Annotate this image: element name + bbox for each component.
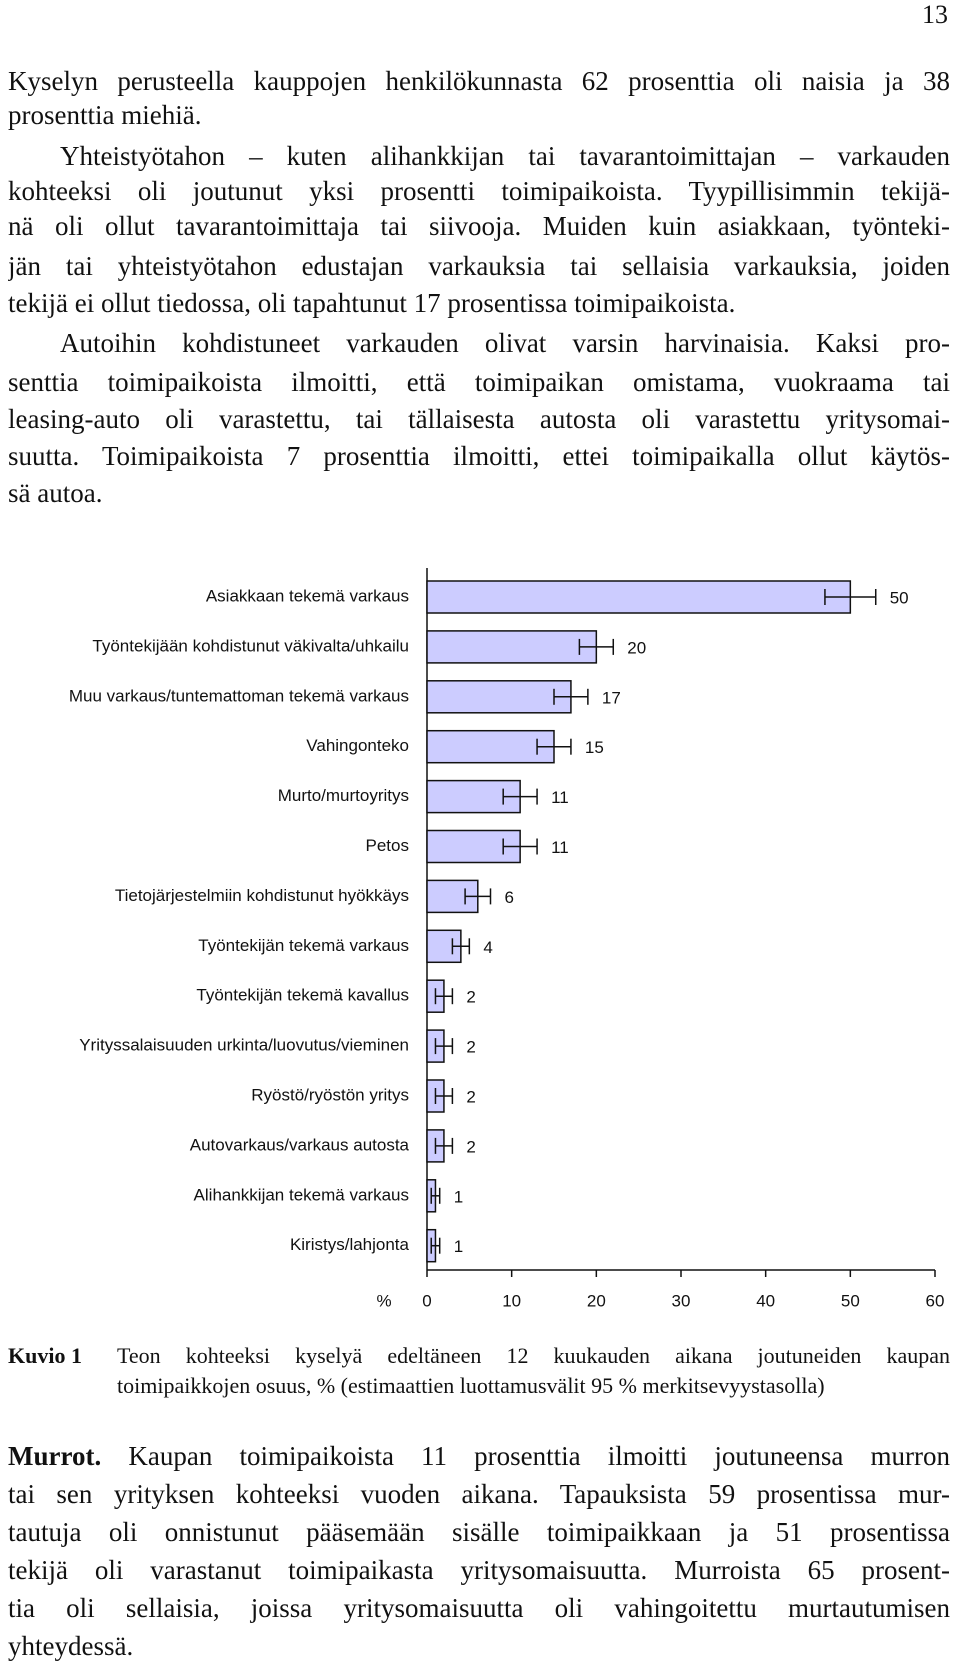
text-line: Murrot. Kaupan toimipaikoista 11 prosent… xyxy=(8,1437,950,1475)
value-label: 2 xyxy=(466,988,475,1007)
text-line: leasing-auto oli varastettu, tai tällais… xyxy=(8,404,950,434)
x-tick-label: 20 xyxy=(587,1291,606,1310)
bar xyxy=(426,630,598,664)
value-label: 15 xyxy=(585,738,604,757)
value-label: 2 xyxy=(466,1137,475,1156)
text-line: suutta. Toimipaikoista 7 prosenttia ilmo… xyxy=(8,441,950,471)
category-label: Yrityssalaisuuden urkinta/luovutus/viemi… xyxy=(79,1036,409,1055)
bar xyxy=(426,729,555,764)
text-line: tekijä ei ollut tiedossa, oli tapahtunut… xyxy=(8,288,736,318)
category-label: Työntekijän tekemä kavallus xyxy=(196,986,409,1005)
text-line: Kyselyn perusteella kauppojen henkilökun… xyxy=(8,66,950,96)
x-tick-label: 0 xyxy=(422,1291,431,1310)
value-label: 2 xyxy=(466,1038,475,1057)
text-line: Autoihin kohdistuneet varkauden olivat v… xyxy=(60,328,950,358)
text-line: tai sen yrityksen kohteeksi vuoden aikan… xyxy=(8,1479,950,1509)
x-tick-label: 40 xyxy=(756,1291,775,1310)
x-axis-label: % xyxy=(376,1291,391,1310)
category-label: Kiristys/lahjonta xyxy=(290,1235,410,1254)
category-label: Työntekijän tekemä varkaus xyxy=(198,936,409,955)
category-label: Ryöstö/ryöstön yritys xyxy=(251,1085,409,1104)
text-line: prosenttia miehiä. xyxy=(8,100,202,130)
x-tick-label: 50 xyxy=(841,1291,860,1310)
text-line: jän tai yhteistyötahon edustajan varkauk… xyxy=(8,251,950,281)
text-line: senttia toimipaikoista ilmoitti, että to… xyxy=(8,367,950,397)
x-tick-label: 60 xyxy=(926,1291,945,1310)
category-label: Vahingonteko xyxy=(306,736,409,755)
category-label: Muu varkaus/tuntemattoman tekemä varkaus xyxy=(69,686,409,705)
text-line: nä oli ollut tavarantoimittaja tai siivo… xyxy=(8,211,950,241)
category-label: Työntekijään kohdistunut väkivalta/uhkai… xyxy=(92,636,409,655)
page-number: 13 xyxy=(922,0,948,29)
caption-line: Teon kohteeksi kyselyä edeltäneen 12 kuu… xyxy=(117,1343,950,1368)
category-label: Petos xyxy=(366,836,409,855)
value-label: 50 xyxy=(890,588,909,607)
x-tick-label: 10 xyxy=(502,1291,521,1310)
value-label: 6 xyxy=(505,888,514,907)
text-line: kohteeksi oli joutunut yksi prosentti to… xyxy=(8,176,950,206)
value-label: 4 xyxy=(483,938,492,957)
bar xyxy=(426,680,572,714)
bar xyxy=(426,580,852,614)
category-label: Murto/murtoyritys xyxy=(278,786,409,805)
section-heading: Murrot. xyxy=(8,1441,102,1471)
caption-label: Kuvio 1 xyxy=(8,1343,82,1368)
caption-line: toimipaikkojen osuus, % (estimaattien lu… xyxy=(117,1373,825,1398)
value-label: 11 xyxy=(551,788,569,807)
text-line: tekijä oli varastanut toimipaikasta yrit… xyxy=(8,1555,950,1585)
text-line-content: Kaupan toimipaikoista 11 prosenttia ilmo… xyxy=(128,1441,950,1471)
x-tick-label: 30 xyxy=(672,1291,691,1310)
text-line: sä autoa. xyxy=(8,478,103,508)
value-label: 17 xyxy=(602,688,621,707)
text-line: tia oli sellaisia, joissa yritysomaisuut… xyxy=(8,1593,950,1623)
value-label: 2 xyxy=(466,1087,475,1106)
category-label: Tietojärjestelmiin kohdistunut hyökkäys xyxy=(115,886,409,905)
category-label: Autovarkaus/varkaus autosta xyxy=(190,1135,410,1154)
text-line: Yhteistyötahon – kuten alihankkijan tai … xyxy=(60,141,950,171)
value-label: 11 xyxy=(551,838,569,857)
category-label: Asiakkaan tekemä varkaus xyxy=(206,586,409,605)
value-label: 20 xyxy=(627,638,646,657)
category-label: Alihankkijan tekemä varkaus xyxy=(194,1185,409,1204)
value-label: 1 xyxy=(454,1237,463,1256)
text-line: tautuja oli onnistunut pääsemään sisälle… xyxy=(8,1517,950,1547)
text-line: yhteydessä. xyxy=(8,1631,134,1661)
value-label: 1 xyxy=(454,1187,463,1206)
